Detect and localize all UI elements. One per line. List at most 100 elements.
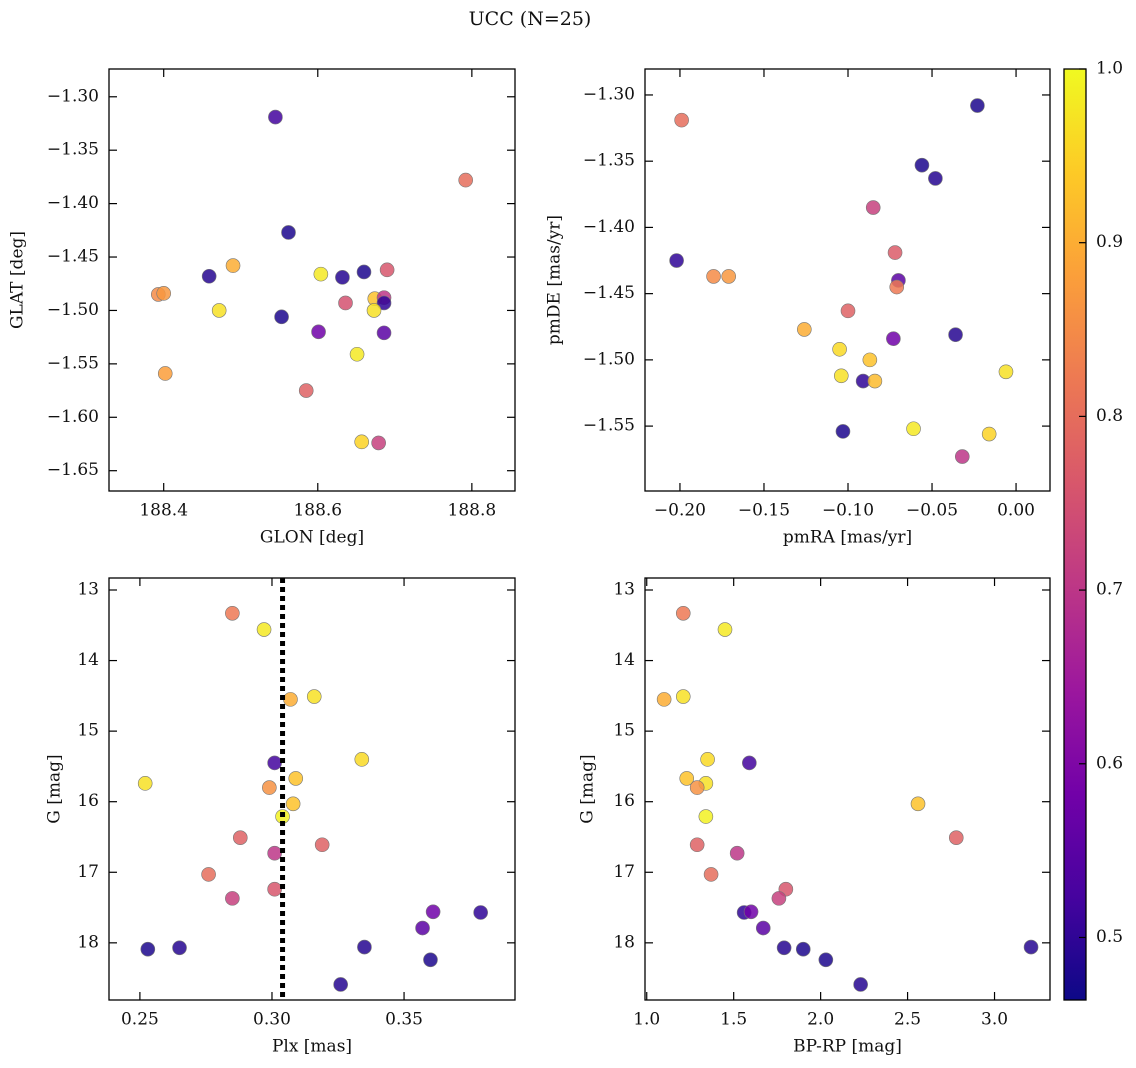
point: [928, 171, 943, 186]
point: [675, 689, 691, 704]
colorbar-frame: [1063, 68, 1087, 1001]
point: [157, 366, 173, 381]
point: [721, 269, 736, 284]
x-tick-label: 2.5: [894, 1010, 921, 1030]
colorbar-tick-label: 0.6: [1096, 753, 1123, 773]
point: [354, 752, 370, 767]
y-tick-label: −1.35: [583, 151, 635, 171]
x-tick-label: −0.10: [822, 501, 874, 521]
x-axis-label: GLON [deg]: [260, 528, 364, 548]
point: [948, 327, 963, 343]
point: [700, 752, 715, 767]
y-tick-label: −1.55: [583, 416, 635, 436]
x-tick-label: 0.00: [997, 501, 1035, 521]
x-tick-label: 0.25: [121, 1010, 159, 1030]
point: [201, 867, 216, 882]
point: [313, 266, 329, 282]
point: [379, 262, 395, 278]
x-tick-label: 188.8: [448, 501, 497, 521]
point: [256, 622, 272, 637]
point: [357, 939, 372, 955]
x-tick-label: 188.6: [293, 501, 342, 521]
x-tick-label: 1.0: [633, 1010, 660, 1030]
point: [225, 891, 240, 906]
point: [354, 434, 369, 450]
y-tick-label: −1.40: [583, 217, 635, 237]
point: [771, 891, 787, 906]
point: [425, 904, 441, 920]
point: [679, 771, 695, 786]
colorbar-tick-label: 0.8: [1096, 406, 1123, 426]
colorbar-tick-label: 0.7: [1096, 580, 1123, 600]
x-axis-label: Plx [mas]: [272, 1037, 352, 1057]
subplot: 188.4 188.6 188.8 −1.30 −1.35 −1.40 −1.45 −1.50…: [8, 68, 516, 548]
y-tick-label: −1.35: [47, 140, 99, 160]
y-tick-label: 17: [77, 862, 99, 882]
point: [211, 303, 227, 318]
point: [729, 845, 745, 861]
point: [656, 692, 672, 707]
plot-frame: [108, 577, 516, 1001]
x-axis-label: BP-RP [mag]: [793, 1037, 902, 1057]
point: [232, 830, 248, 845]
x-tick-label: 1.5: [720, 1010, 747, 1030]
point: [840, 303, 856, 319]
point: [356, 264, 372, 280]
point: [906, 421, 921, 437]
y-tick-label: −1.50: [583, 349, 635, 369]
point: [262, 780, 277, 795]
point: [910, 796, 926, 812]
point: [797, 322, 812, 337]
y-tick-label: −1.30: [583, 84, 635, 104]
y-tick-label: −1.40: [47, 193, 99, 213]
point: [415, 920, 430, 936]
colorbar-tick-label: 1.0: [1096, 59, 1123, 79]
y-tick-label: −1.60: [47, 407, 99, 427]
point: [755, 920, 771, 936]
point: [776, 940, 792, 956]
y-tick-label: 15: [613, 721, 635, 741]
point: [675, 605, 691, 621]
x-tick-label: 0.30: [253, 1010, 291, 1030]
point: [742, 755, 757, 771]
plot-frame: [644, 577, 1051, 1001]
y-axis-label: G [mag]: [45, 754, 65, 823]
x-axis-label: pmRA [mas/yr]: [783, 528, 912, 548]
point: [172, 940, 187, 956]
point: [274, 309, 289, 325]
point: [717, 622, 733, 637]
point: [306, 689, 322, 704]
subplot: −0.20 −0.15 −0.10 −0.05 0.00 −1.30 −1.35 −1.40 −…: [545, 68, 1051, 548]
x-tick-label: 2.0: [807, 1010, 834, 1030]
point: [998, 364, 1014, 380]
point: [743, 904, 759, 920]
x-tick-label: −0.15: [738, 501, 790, 521]
x-tick-label: −0.05: [906, 501, 958, 521]
y-tick-label: −1.65: [47, 460, 99, 480]
x-tick-label: 3.0: [981, 1010, 1008, 1030]
y-axis-label: GLAT [deg]: [8, 231, 28, 329]
subplot: 0.25 0.30 0.35 13 14 15 16 17 18 Plx [mas] G [mag]: [45, 577, 516, 1057]
y-tick-label: 18: [613, 932, 635, 952]
y-tick-label: 14: [77, 650, 99, 670]
point: [1023, 939, 1039, 955]
x-tick-label: 188.4: [139, 501, 188, 521]
point: [333, 977, 348, 992]
point: [366, 303, 382, 318]
point: [225, 258, 241, 273]
point: [458, 172, 473, 188]
point: [853, 977, 868, 992]
y-axis-label: G [mag]: [578, 754, 598, 823]
y-tick-label: 18: [77, 932, 99, 952]
point: [156, 286, 171, 301]
colorbar: [1064, 69, 1086, 1000]
point: [423, 952, 438, 968]
point: [268, 109, 283, 125]
point: [349, 346, 365, 362]
figure-title: UCC (N=25): [469, 8, 592, 30]
y-tick-label: −1.45: [583, 283, 635, 303]
y-tick-label: 15: [77, 721, 99, 741]
point: [706, 269, 721, 284]
y-tick-label: 16: [77, 791, 99, 811]
